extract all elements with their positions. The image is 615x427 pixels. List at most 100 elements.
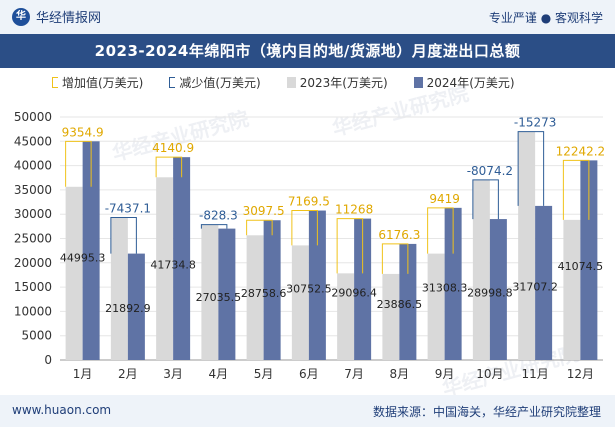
bar-2024 <box>308 210 326 360</box>
x-tick-label: 9月 <box>435 367 455 381</box>
decrease-bracket <box>110 216 137 254</box>
x-tick-label: 4月 <box>209 367 229 381</box>
value-label-2024: 41734.8 <box>150 259 196 272</box>
x-tick-label: 3月 <box>163 367 183 381</box>
bar-2023 <box>110 217 128 360</box>
increase-bracket <box>291 210 318 246</box>
bar-2024 <box>399 243 417 360</box>
chart-title: 2023-2024年绵阳市（境内目的地/货源地）月度进出口总额 <box>0 34 615 68</box>
legend-2024: 2024年(万美元) <box>413 74 515 91</box>
x-tick-label: 12月 <box>567 367 594 381</box>
2023-swatch-icon <box>286 77 296 88</box>
footer-source: 数据来源：中国海关，华经产业研究院整理 <box>372 405 601 419</box>
y-tick-label: 40000 <box>14 159 52 173</box>
diff-label: 11268 <box>335 203 373 217</box>
increase-bracket <box>427 207 454 254</box>
footer-url: www.huaon.com <box>12 403 112 417</box>
x-tick-label: 1月 <box>73 367 93 381</box>
legend: 增加值(万美元) 减少值(万美元) 2023年(万美元) 2024年(万美元) <box>52 74 515 91</box>
tagline: 专业严谨 ● 客观科学 <box>488 11 603 25</box>
bar-2023 <box>291 245 309 360</box>
brand: 华 华经情报网 <box>12 7 101 26</box>
diff-label: 9354.9 <box>62 125 104 139</box>
increase-bracket <box>246 219 273 236</box>
increase-bracket <box>562 159 590 220</box>
bar-2024 <box>444 207 462 360</box>
x-tick-label: 7月 <box>344 367 364 381</box>
x-tick-label: 8月 <box>390 367 410 381</box>
value-label-2024: 23886.5 <box>377 298 423 311</box>
x-tick-label: 6月 <box>299 367 319 381</box>
bar-2023 <box>472 179 490 360</box>
logo-icon: 华 <box>12 7 30 26</box>
value-label-2024: 27035.5 <box>196 291 242 304</box>
bar-2024 <box>127 253 145 360</box>
bar-2024 <box>489 219 507 360</box>
brand-name: 华经情报网 <box>36 11 102 26</box>
bar-2023 <box>427 253 445 360</box>
y-tick-label: 20000 <box>14 256 52 270</box>
value-label-2024: 29096.4 <box>331 286 377 299</box>
bar-2024 <box>580 160 598 360</box>
value-label-2024: 30752.5 <box>286 283 332 296</box>
value-label-2024: 28998.8 <box>467 287 513 300</box>
x-tick-label: 5月 <box>254 367 274 381</box>
legend-increase: 增加值(万美元) <box>52 74 143 91</box>
bar-2023 <box>563 219 581 360</box>
bar-2023 <box>246 235 264 360</box>
diff-label: 7169.5 <box>288 195 330 209</box>
legend-decrease-label: 减少值(万美元) <box>179 76 261 90</box>
increase-bracket <box>336 218 364 274</box>
decrease-bracket <box>517 131 545 206</box>
increase-bracket <box>155 156 183 178</box>
bar-2024 <box>354 218 372 360</box>
diff-label: 3097.5 <box>243 204 285 218</box>
y-tick-label: 5000 <box>21 329 52 343</box>
y-tick-label: 30000 <box>14 207 52 221</box>
x-tick-label: 11月 <box>521 367 548 381</box>
x-tick-label: 10月 <box>476 367 503 381</box>
diff-label: -7437.1 <box>105 201 151 215</box>
chart-canvas: 0 5000 10000 15000 20000 25000 30000 35000 40000… <box>14 110 606 381</box>
bar-2024 <box>263 220 281 360</box>
increase-swatch-icon <box>52 77 58 88</box>
2024-swatch-icon <box>413 77 423 88</box>
bar-2024 <box>82 141 100 360</box>
decrease-swatch-icon <box>169 77 176 88</box>
y-tick-label: 0 <box>44 353 52 367</box>
y-tick-label: 45000 <box>14 134 52 148</box>
x-tick-label: 2月 <box>118 367 138 381</box>
y-tick-label: 15000 <box>14 280 52 294</box>
legend-2023-label: 2023年(万美元) <box>299 76 388 90</box>
bar-2023 <box>382 273 400 360</box>
y-tick-label: 10000 <box>14 304 52 318</box>
value-label-2024: 31308.3 <box>422 282 468 295</box>
bar-2024 <box>218 228 236 360</box>
bar-2024 <box>173 157 191 360</box>
legend-2024-label: 2024年(万美元) <box>426 76 515 90</box>
decrease-bracket <box>472 179 499 220</box>
increase-bracket <box>65 140 92 187</box>
value-label-2024: 44995.3 <box>60 252 106 265</box>
diff-label: -8074.2 <box>467 164 513 178</box>
y-tick-label: 35000 <box>14 183 52 197</box>
diff-label: 12242.2 <box>556 144 606 158</box>
value-label-2024: 41074.5 <box>558 260 604 273</box>
top-banner: 华 华经情报网 专业严谨 ● 客观科学 <box>0 0 615 34</box>
diff-label: 4140.9 <box>152 141 194 155</box>
value-label-2024: 28758.6 <box>241 287 287 300</box>
diff-label: -828.3 <box>199 209 238 223</box>
bar-2024 <box>535 205 553 360</box>
bar-2023 <box>201 224 219 360</box>
legend-increase-label: 增加值(万美元) <box>62 76 144 90</box>
legend-decrease: 减少值(万美元) <box>169 74 261 91</box>
bar-2023 <box>518 131 536 360</box>
legend-2023: 2023年(万美元) <box>286 74 388 91</box>
value-label-2024: 31707.2 <box>512 281 558 294</box>
diff-label: 6176.3 <box>378 228 420 242</box>
diff-label: 9419 <box>429 192 460 206</box>
y-tick-label: 25000 <box>14 232 52 246</box>
bar-2023 <box>337 273 355 360</box>
y-tick-label: 50000 <box>14 110 52 124</box>
bar-2023 <box>156 177 174 360</box>
